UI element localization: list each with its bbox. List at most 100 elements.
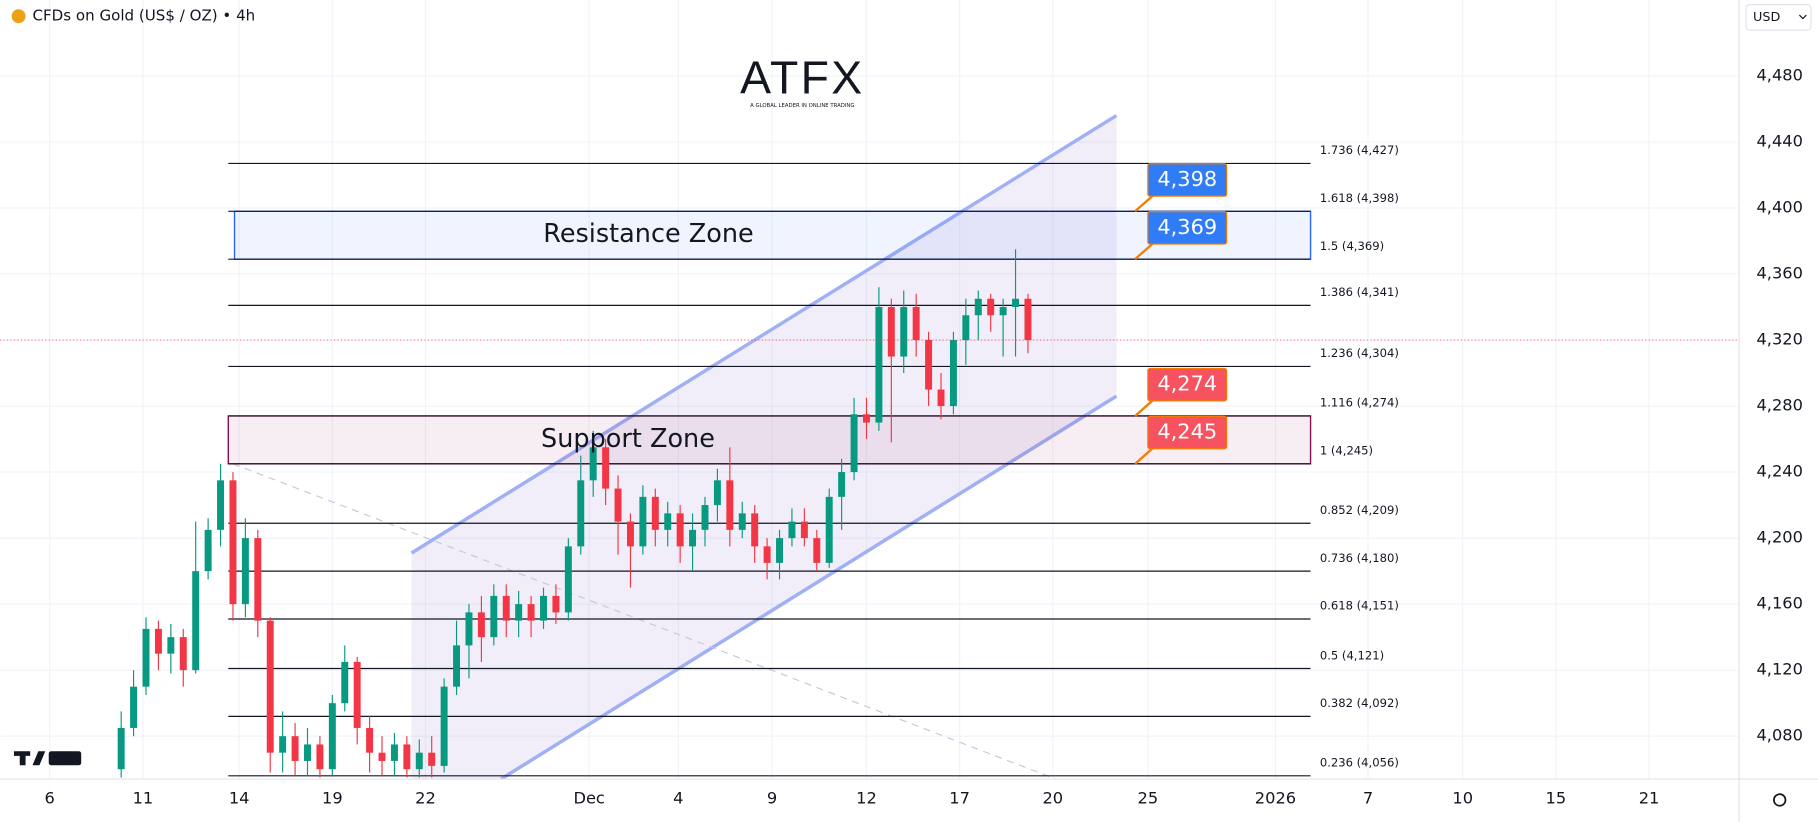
y-tick-label: 4,360 [1756, 264, 1802, 283]
channel-fill [411, 115, 1117, 780]
candle-body [204, 529, 212, 572]
candle-body [850, 414, 858, 473]
candle-body [403, 744, 411, 770]
candle-body [1024, 298, 1032, 341]
candle-body [415, 752, 423, 770]
candle-body [540, 595, 547, 621]
channel-line [500, 394, 1118, 780]
candle-body [701, 505, 709, 530]
x-tick-label: 6 [45, 788, 55, 807]
logo-tagline: A GLOBAL LEADER IN ONLINE TRADING [750, 103, 854, 109]
candle-body [900, 307, 908, 357]
candle-body [142, 628, 150, 687]
fib-label: 0.618 (4,151) [1320, 599, 1399, 613]
candle-body [179, 637, 187, 671]
candle-body [776, 538, 784, 563]
candle-body [241, 538, 249, 605]
candle-body [602, 447, 610, 489]
price-badge [1147, 211, 1228, 245]
fib-label: 1 (4,245) [1320, 444, 1373, 458]
candle-body [229, 480, 237, 605]
zone [227, 415, 1312, 465]
y-tick-label: 4,480 [1756, 65, 1802, 84]
candle-body [304, 744, 311, 761]
y-tick-label: 4,440 [1756, 131, 1802, 150]
fib-label: 1.736 (4,427) [1320, 143, 1399, 157]
currency-select[interactable] [1745, 4, 1812, 31]
candle-body [477, 612, 485, 638]
y-tick-label: 4,320 [1756, 330, 1802, 349]
candle-body [887, 307, 895, 357]
fib-label: 1.386 (4,341) [1320, 285, 1399, 299]
x-tick-label: 9 [767, 788, 777, 807]
candle-body [937, 389, 945, 407]
candle-body [341, 661, 349, 704]
candle-body [502, 595, 510, 621]
candle-body [738, 513, 746, 530]
price-badge-label: 4,274 [1157, 372, 1217, 396]
candle-body [465, 612, 473, 646]
price-badge [1147, 415, 1228, 450]
trendline [232, 463, 1057, 780]
x-tick-label: 19 [322, 788, 343, 807]
candle-body [949, 340, 957, 407]
symbol-icon [11, 9, 26, 24]
candle-body [552, 595, 560, 613]
candle-body [154, 628, 162, 654]
candle-body [614, 488, 622, 522]
candle-body [987, 298, 995, 316]
x-tick-label: 17 [949, 788, 970, 807]
x-tick-label: 25 [1138, 788, 1159, 807]
candle-body [254, 538, 262, 621]
x-tick-label: 10 [1452, 788, 1473, 807]
fib-label: 0.236 (4,056) [1320, 756, 1399, 770]
candle-body [838, 472, 846, 497]
candle-body [676, 513, 684, 547]
settings-icon[interactable] [1773, 793, 1787, 807]
candle-body [353, 661, 361, 728]
candle-body [390, 744, 398, 761]
candle-body [788, 521, 796, 539]
candles [117, 249, 1032, 778]
x-tick-label: 14 [229, 788, 250, 807]
candle-body [713, 480, 721, 506]
x-tick-label: 4 [673, 788, 683, 807]
candle-body [378, 752, 386, 761]
y-tick-label: 4,200 [1756, 528, 1802, 547]
x-tick-label: 11 [133, 788, 154, 807]
candle-body [453, 645, 461, 687]
candle-body [999, 307, 1007, 316]
symbol-title[interactable]: CFDs on Gold (US$ / OZ) • 4h [33, 7, 256, 25]
y-tick-label: 4,160 [1756, 594, 1802, 613]
price-badge-label: 4,398 [1157, 167, 1217, 191]
candle-body [689, 529, 697, 547]
candle-body [862, 414, 870, 423]
candle-body [117, 727, 125, 770]
y-tick-label: 4,400 [1756, 197, 1802, 216]
price-badge [1147, 367, 1228, 402]
candle-body [328, 703, 336, 770]
candle-body [515, 604, 523, 621]
candle-body [192, 571, 200, 671]
candle-body [751, 513, 759, 547]
candle-body [912, 307, 920, 341]
candle-body [651, 496, 659, 530]
candle-body [813, 538, 821, 563]
x-tick-label: 7 [1363, 788, 1373, 807]
candle-body [440, 686, 448, 766]
candle-body [316, 744, 324, 770]
candle-body [800, 521, 808, 539]
candle-body [763, 546, 771, 563]
candle-body [962, 315, 970, 341]
candle-body [279, 736, 287, 753]
drawings [227, 114, 1312, 780]
candle-body [974, 298, 982, 316]
currency-label[interactable]: USD [1753, 10, 1780, 25]
candle-body [130, 686, 138, 728]
y-tick-label: 4,280 [1756, 396, 1802, 415]
candle-body [291, 736, 299, 761]
candle-body [664, 513, 672, 530]
tv-logo [13, 751, 46, 766]
channel-line [410, 114, 1118, 555]
